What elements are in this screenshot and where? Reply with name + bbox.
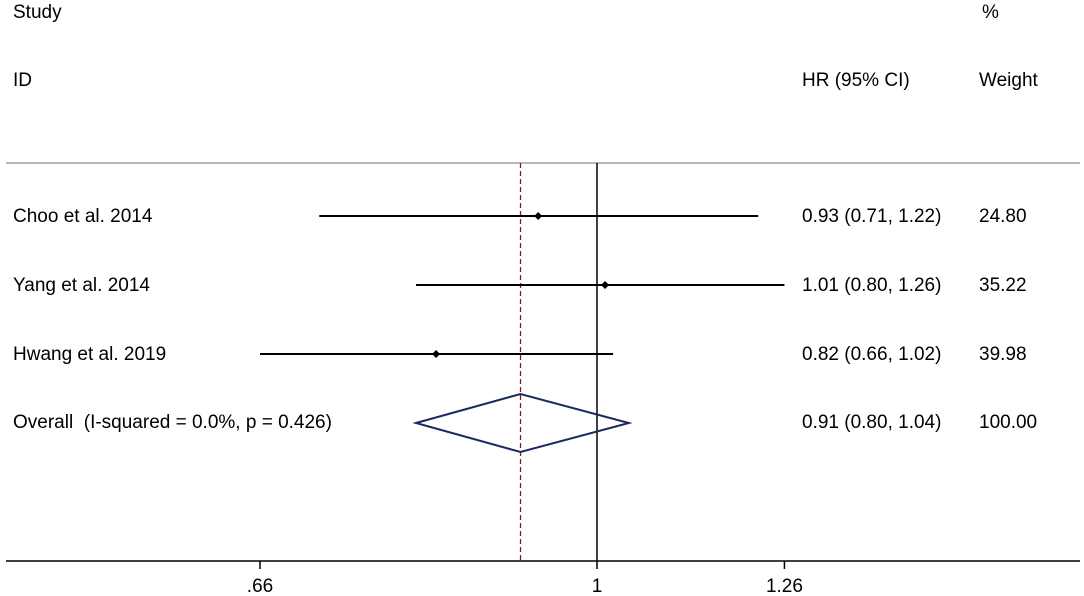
hr-ci-header: HR (95% CI) <box>802 70 910 91</box>
overall-label: Overall (I-squared = 0.0%, p = 0.426) <box>13 412 332 433</box>
id-header: ID <box>13 70 32 91</box>
point-estimate-marker <box>432 350 441 358</box>
tick-label: 1 <box>592 576 603 596</box>
study-label-choo: Choo et al. 2014 <box>13 206 153 227</box>
ci-text-overall: 0.91 (0.80, 1.04) <box>802 412 942 433</box>
tick-label: .66 <box>247 576 273 596</box>
x-axis-ticks: .66 1 1.26 <box>247 561 803 596</box>
point-estimate-marker <box>601 281 610 289</box>
ci-text-choo: 0.93 (0.71, 1.22) <box>802 206 942 227</box>
percent-header: % <box>982 2 999 23</box>
overall-diamond <box>412 392 633 454</box>
study-label-hwang: Hwang et al. 2019 <box>13 344 167 365</box>
weight-overall: 100.00 <box>979 412 1038 433</box>
weight-yang: 35.22 <box>979 275 1027 296</box>
ci-text-yang: 1.01 (0.80, 1.26) <box>802 275 942 296</box>
tick-label: 1.26 <box>766 576 803 596</box>
point-estimate-marker <box>534 212 543 220</box>
weight-header: Weight <box>979 70 1038 91</box>
forest-marks <box>260 212 785 454</box>
weight-hwang: 39.98 <box>979 344 1027 365</box>
study-label-yang: Yang et al. 2014 <box>13 275 150 296</box>
weight-choo: 24.80 <box>979 206 1027 227</box>
study-header: Study <box>13 2 62 23</box>
ci-text-hwang: 0.82 (0.66, 1.02) <box>802 344 942 365</box>
